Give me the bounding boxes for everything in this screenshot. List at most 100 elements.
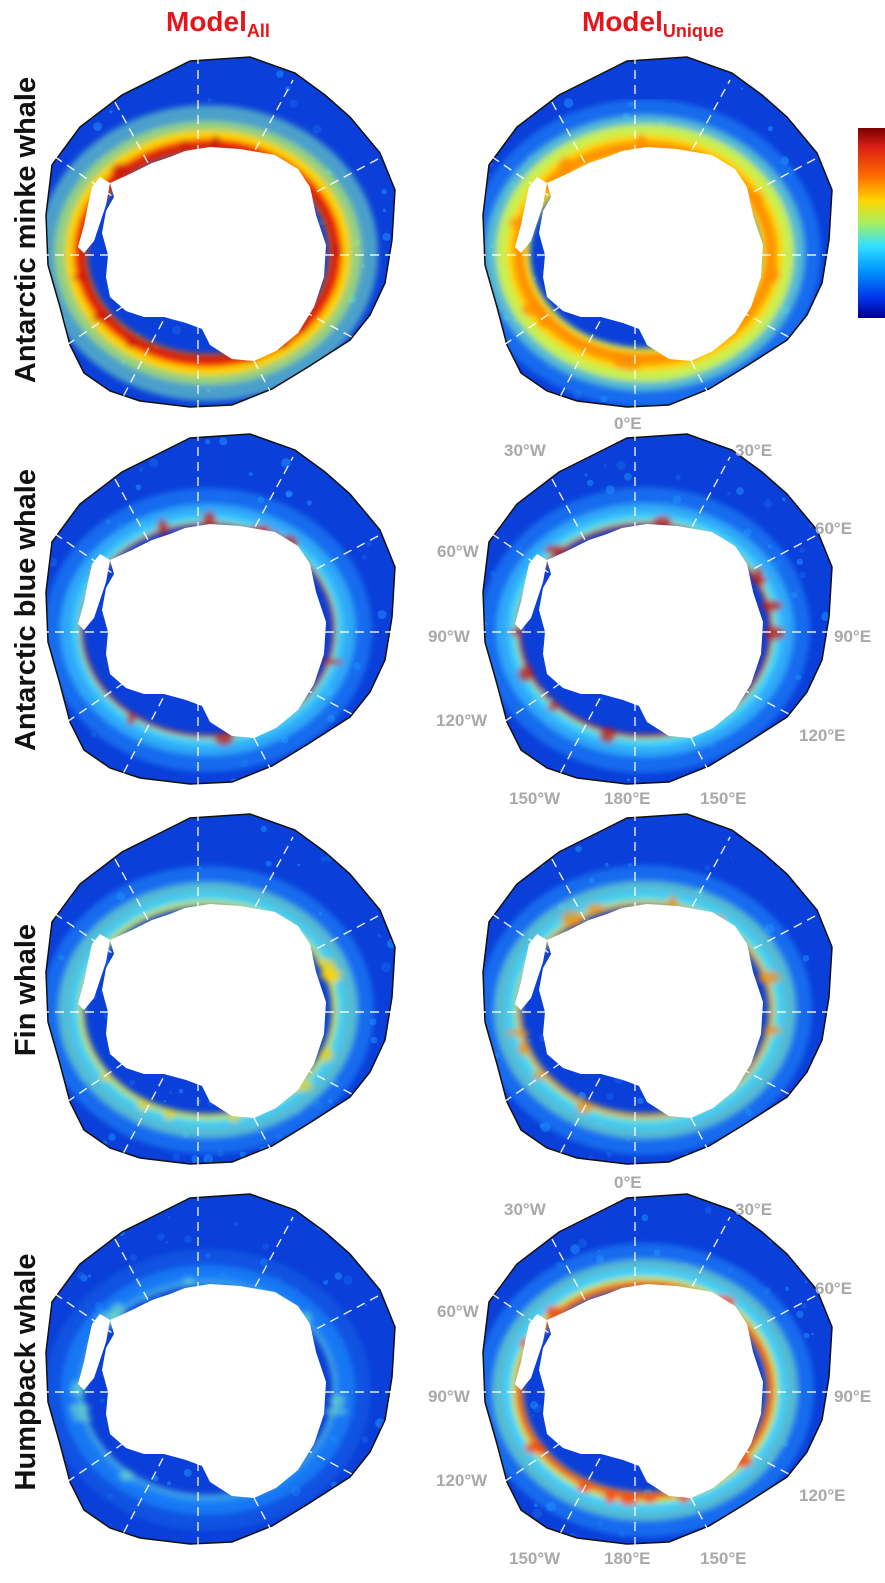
habitat-speckle [603, 464, 607, 467]
habitat-speckle [46, 1075, 50, 1084]
habitat-speckle [316, 830, 323, 837]
habitat-speckle [570, 472, 579, 480]
antarctic-peninsula [515, 1314, 547, 1390]
habitat-speckle [819, 843, 824, 848]
habitat-speckle [616, 460, 626, 470]
graticule-line [481, 526, 636, 633]
habitat-speckle [253, 781, 257, 784]
habitat-speckle [811, 91, 815, 95]
habitat-speckle [335, 391, 338, 394]
graticule-line [634, 1286, 833, 1393]
habitat-speckle [353, 839, 364, 850]
map-canvas [477, 55, 837, 411]
graticule-line [539, 456, 636, 633]
habitat-speckle [736, 487, 744, 495]
habitat-speckle [672, 454, 675, 458]
habitat-speckle [771, 473, 778, 479]
antarctica-landmass [539, 524, 763, 738]
habitat-speckle [183, 1235, 192, 1244]
graticule-line [44, 631, 199, 738]
habitat-speckle [533, 1503, 538, 1508]
habitat-speckle [542, 851, 553, 861]
habitat-speckle [138, 837, 144, 842]
habitat-hotspot [126, 711, 136, 726]
study-area-outline [482, 433, 833, 785]
habitat-speckle [785, 1286, 789, 1291]
habitat-speckle [371, 1476, 377, 1483]
habitat-speckle [551, 1449, 556, 1453]
habitat-speckle [394, 1104, 395, 1107]
habitat-speckle [56, 870, 67, 880]
habitat-speckle [316, 742, 322, 748]
habitat-hotspot [72, 1415, 93, 1422]
habitat-speckle [72, 462, 79, 468]
habitat-speckle [309, 1257, 320, 1268]
map-fin-model-unique [477, 812, 837, 1168]
habitat-speckle [96, 783, 103, 784]
habitat-speckle [98, 780, 101, 783]
habitat-speckle [767, 96, 771, 100]
habitat-speckle [334, 785, 337, 788]
habitat-speckle [297, 469, 302, 475]
habitat-speckle [768, 372, 777, 382]
habitat-speckle [138, 476, 143, 481]
habitat-speckle [483, 669, 492, 678]
habitat-speckle [805, 1257, 815, 1267]
habitat-band [71, 513, 346, 747]
habitat-speckle [149, 458, 159, 468]
habitat-speckle [615, 342, 620, 346]
graticule-line [634, 1391, 833, 1498]
habitat-speckle [338, 443, 346, 452]
habitat-hotspot [523, 1442, 546, 1454]
habitat-speckle [524, 1151, 530, 1158]
habitat-speckle [362, 554, 367, 560]
habitat-speckle [491, 881, 499, 888]
habitat-speckle [802, 144, 809, 152]
habitat-speckle [802, 831, 812, 840]
graticule-line [102, 79, 199, 256]
habitat-band [513, 141, 777, 365]
habitat-speckle [805, 1256, 810, 1261]
habitat-speckle [289, 99, 298, 108]
coord-label-90w: 90°W [428, 627, 470, 646]
habitat-speckle [375, 434, 384, 442]
habitat-speckle [483, 676, 486, 684]
map-canvas [40, 1192, 400, 1548]
habitat-hotspot [323, 1408, 348, 1415]
habitat-speckle [319, 391, 323, 395]
habitat-speckle [377, 933, 381, 938]
habitat-speckle [262, 1243, 269, 1250]
habitat-speckle [814, 92, 823, 100]
habitat-speckle [91, 1520, 99, 1528]
habitat-speckle [550, 752, 559, 761]
habitat-speckle [726, 491, 731, 496]
habitat-speckle [788, 64, 791, 68]
graticule-line [197, 1011, 396, 1118]
antarctica-landmass [539, 1284, 763, 1498]
coord-label-120w: 120°W [436, 1471, 488, 1490]
habitat-speckle [743, 71, 749, 76]
habitat-speckle [827, 142, 832, 152]
coord-label-150w: 150°W [509, 789, 561, 808]
habitat-speckle [395, 516, 404, 525]
habitat-speckle [801, 1303, 807, 1309]
habitat-speckle [769, 1136, 774, 1141]
habitat-hotspot [764, 626, 785, 641]
habitat-speckle [276, 70, 284, 78]
habitat-speckle [763, 499, 773, 508]
graticule-line [634, 631, 833, 738]
graticule-line [634, 79, 731, 256]
antarctic-peninsula [515, 177, 547, 253]
habitat-speckle [822, 462, 828, 467]
habitat-speckle [332, 61, 340, 68]
coord-label-120e: 120°E [799, 1486, 846, 1505]
habitat-speckle [348, 746, 358, 756]
habitat-speckle [367, 733, 376, 742]
habitat-speckle [152, 1475, 159, 1482]
habitat-speckle [635, 1210, 643, 1217]
habitat-speckle [76, 386, 81, 391]
habitat-speckle [46, 488, 50, 499]
habitat-speckle [66, 842, 71, 847]
habitat-speckle [60, 1515, 69, 1524]
habitat-speckle [98, 474, 107, 483]
